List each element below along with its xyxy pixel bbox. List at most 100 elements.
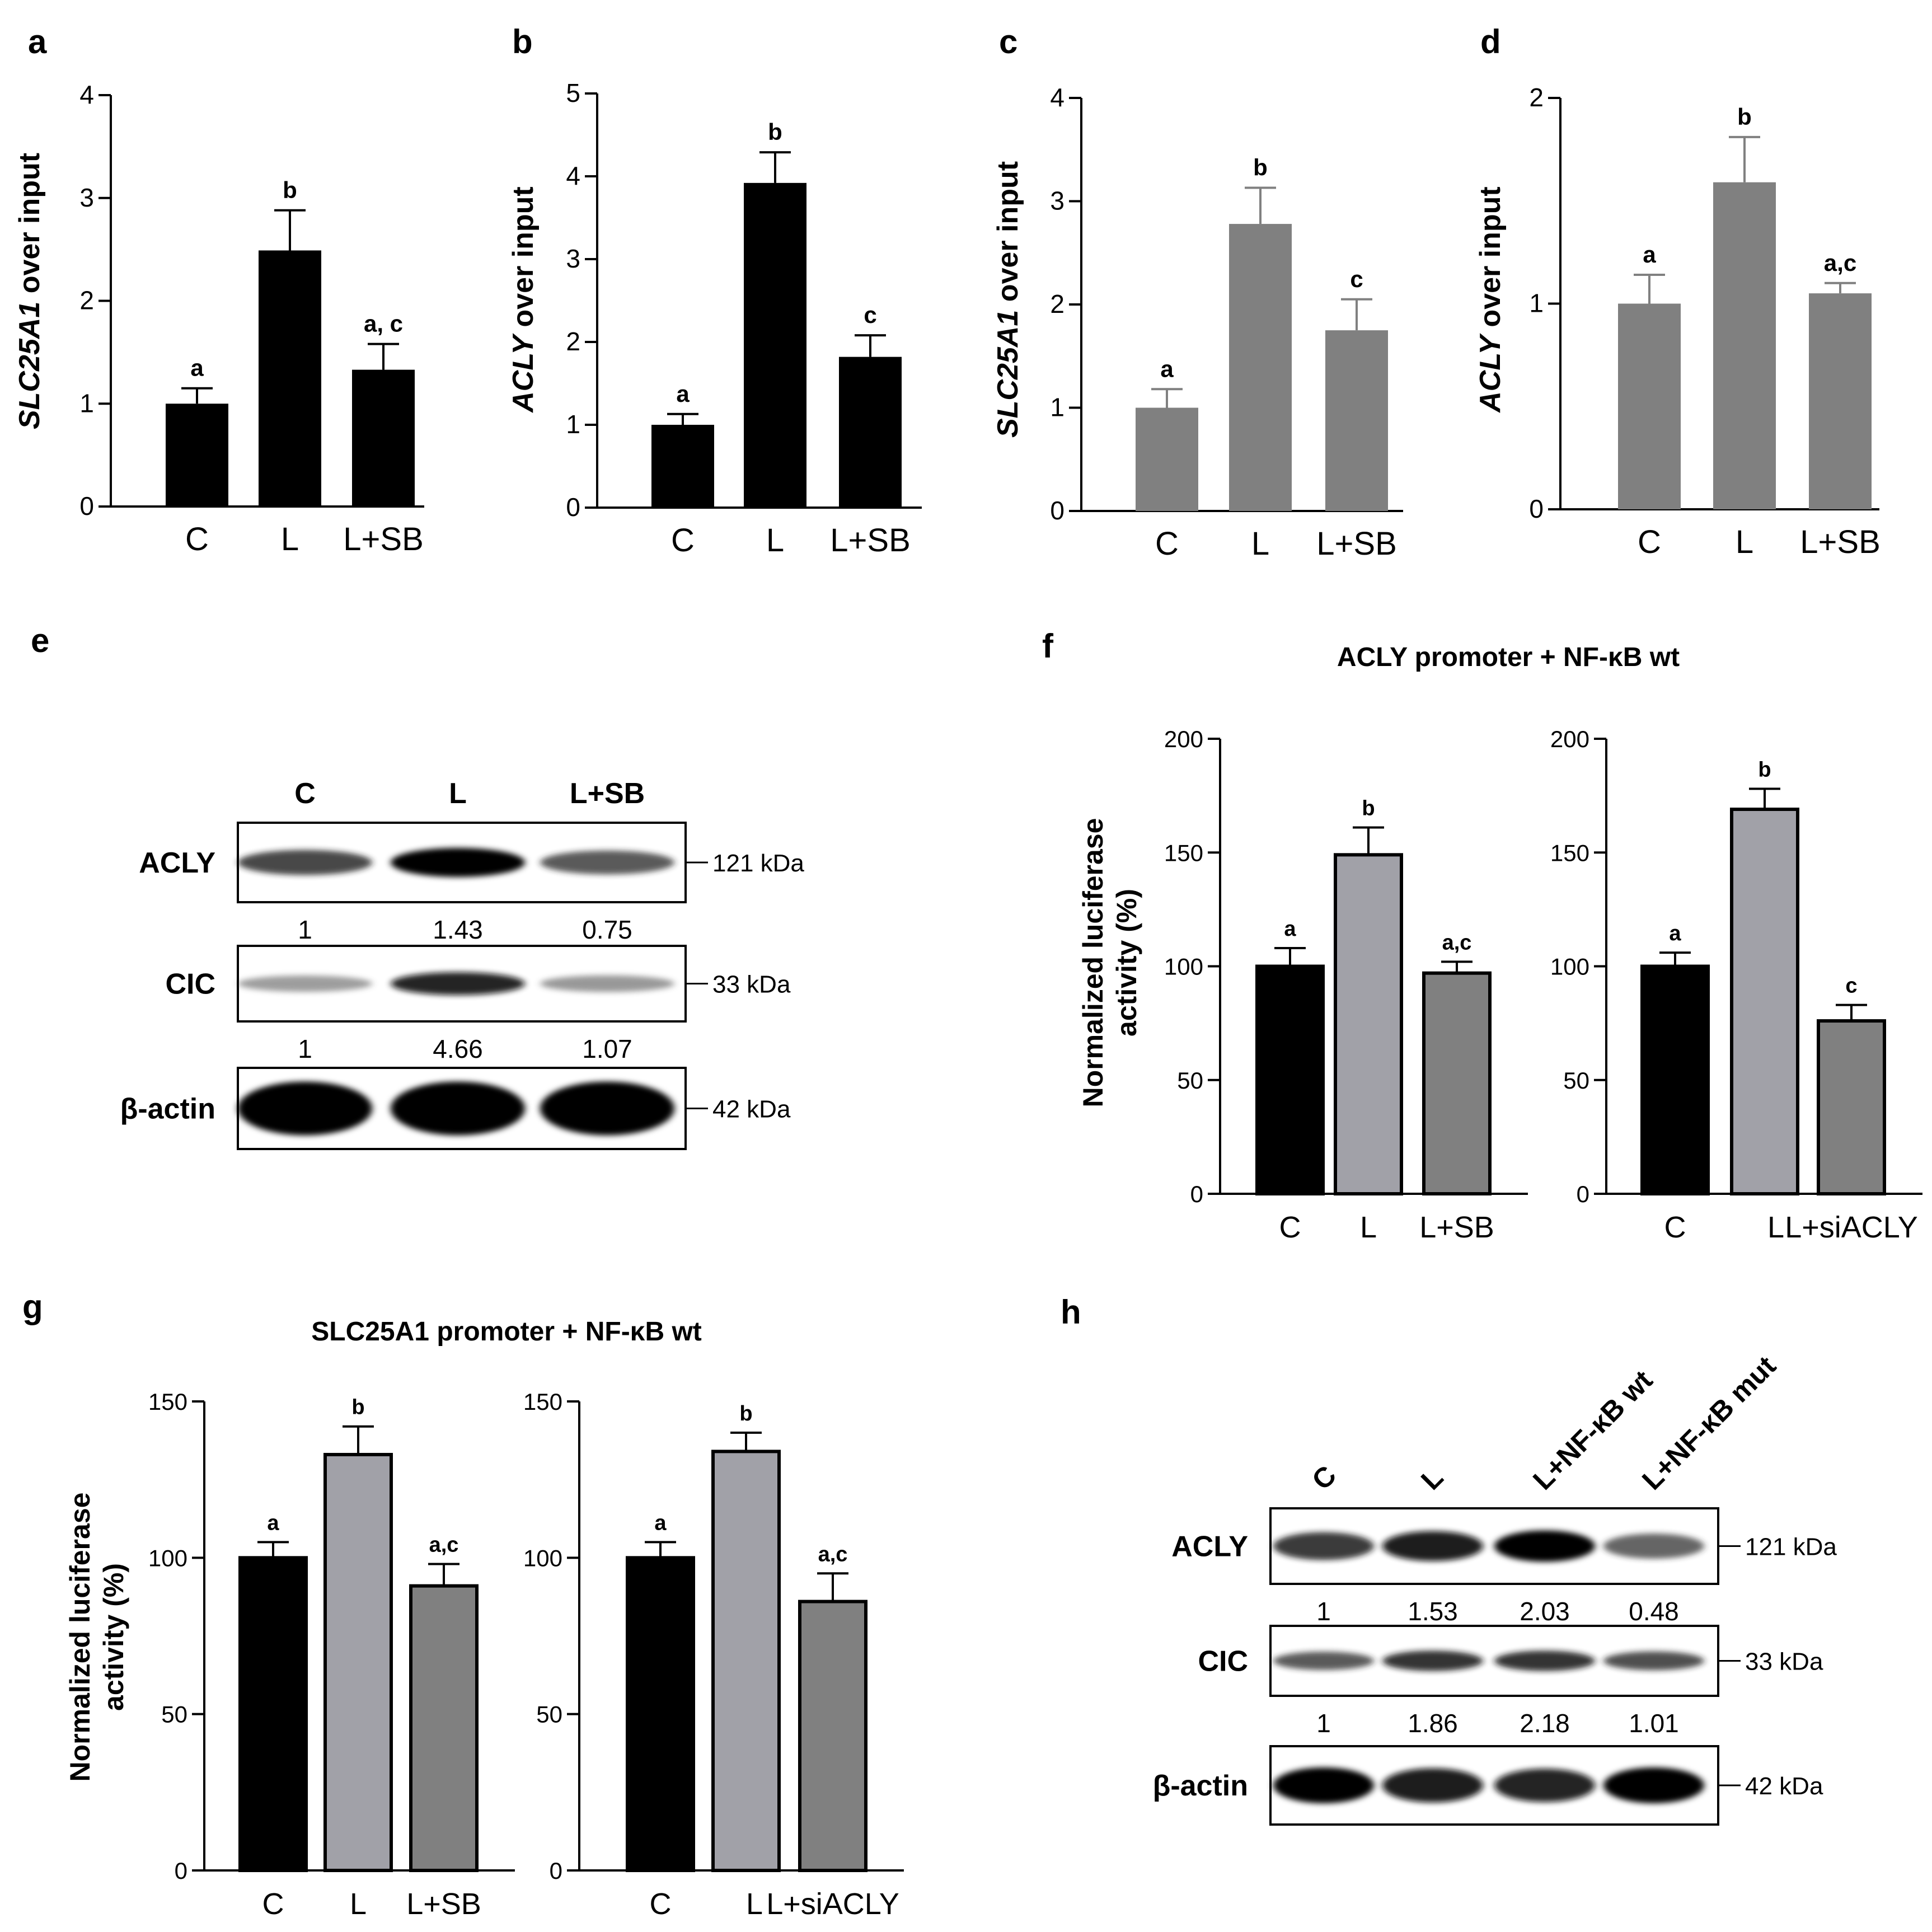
significance-letter: a (1669, 922, 1681, 945)
x-category-label: C (1279, 1211, 1301, 1244)
significance-letter: b (1737, 104, 1752, 130)
y-tick-label: 3 (566, 244, 580, 273)
lane-label: C (294, 777, 316, 810)
y-tick-label: 150 (1550, 840, 1589, 866)
y-tick-label: 0 (550, 1858, 562, 1884)
y-tick-label: 0 (1050, 496, 1065, 525)
y-tick-label: 100 (1550, 954, 1589, 980)
protein-band (1494, 1769, 1595, 1802)
y-axis-label: Normalized luciferaseactivity (%) (64, 1493, 129, 1782)
y-axis-label-line1: Normalized luciferase (64, 1493, 96, 1782)
y-tick-label: 1 (1529, 289, 1544, 318)
bar (1809, 293, 1872, 509)
protein-band (1494, 1530, 1595, 1562)
protein-band (1603, 1651, 1704, 1671)
y-axis-label-suffix: over input (1474, 186, 1507, 335)
y-axis-label: Normalized luciferaseactivity (%) (1077, 818, 1142, 1108)
protein-band (238, 850, 372, 875)
significance-letter: a,c (1442, 931, 1472, 954)
y-tick-label: 2 (1050, 289, 1065, 318)
bar (238, 1556, 308, 1872)
bar (323, 1452, 393, 1873)
y-tick-label: 100 (523, 1545, 562, 1571)
y-tick-label: 5 (566, 78, 580, 107)
protein-band (540, 1081, 674, 1136)
bar (744, 182, 806, 508)
significance-letter: a (1643, 241, 1656, 268)
x-category-label: C (1664, 1211, 1686, 1244)
chart-g-left: 0 50 100 150 a Cb La,c L+SB Normalized luciferas… (64, 1389, 515, 1921)
band-quantification: 4.66 (433, 1034, 483, 1063)
band-quantification: 0.75 (582, 915, 632, 944)
protein-band (391, 848, 525, 877)
x-category-label: L (1360, 1211, 1377, 1244)
bar (1618, 303, 1681, 509)
y-axis-label-gene: ACLY (1474, 333, 1507, 414)
y-axis-label-line2: activity (%) (98, 1563, 129, 1711)
y-tick-label: 2 (566, 327, 580, 356)
significance-letter: a,c (429, 1534, 459, 1557)
y-tick-label: 150 (523, 1389, 562, 1415)
y-axis-label: SLC25A1 over input (13, 153, 46, 429)
protein-label: β-actin (1153, 1770, 1248, 1802)
bar (1325, 330, 1388, 511)
significance-letter: a (190, 355, 204, 381)
significance-letter: b (283, 177, 297, 203)
band-quantification: 1 (1316, 1709, 1331, 1738)
mw-marker-label: 42 kDa (1745, 1772, 1823, 1800)
protein-band (391, 972, 525, 996)
significance-letter: a (1284, 917, 1296, 941)
bar (711, 1450, 781, 1873)
x-category-label: C (262, 1887, 284, 1921)
protein-label: β-actin (120, 1093, 215, 1126)
x-category-label: C (671, 522, 695, 559)
band-quantification: 1 (298, 1034, 312, 1063)
protein-band (391, 1081, 525, 1136)
panel-label-g: g (22, 1288, 43, 1325)
band-quantification: 1.07 (582, 1034, 632, 1063)
significance-letter: b (739, 1402, 752, 1425)
y-tick-label: 3 (1050, 186, 1065, 215)
y-tick-label: 100 (148, 1545, 187, 1571)
y-tick-label: 50 (1177, 1067, 1203, 1094)
bar (1334, 853, 1403, 1195)
bar (1422, 971, 1492, 1195)
protein-band (540, 975, 674, 992)
y-tick-label: 0 (566, 493, 580, 522)
x-category-label: L+siACLY (1785, 1211, 1918, 1244)
x-category-label: L (746, 1887, 763, 1921)
y-axis-label-line2: activity (%) (1111, 889, 1142, 1037)
panel-label-e: e (31, 622, 49, 659)
x-category-label: C (1155, 526, 1179, 562)
significance-letter: a (267, 1511, 279, 1535)
y-tick-label: 50 (1563, 1067, 1589, 1094)
chart-b: 0 1 2 3 4 5 a Cb Lc L+SB ACLY over input (507, 78, 922, 559)
panel-label-f: f (1042, 627, 1054, 665)
lane-label: L (1415, 1462, 1449, 1496)
y-tick-label: 0 (79, 491, 94, 520)
mw-marker-label: 121 kDa (1745, 1534, 1837, 1561)
chart-g-right: 0 50 100 150 a Cb La,c L+siACLY (523, 1389, 904, 1921)
y-tick-label: 2 (1529, 83, 1544, 112)
y-tick-label: 200 (1164, 726, 1203, 752)
bar (1713, 182, 1776, 509)
significance-letter: b (768, 119, 782, 145)
y-tick-label: 4 (79, 80, 94, 109)
y-axis-label-gene: SLC25A1 (992, 310, 1024, 438)
bar (626, 1556, 695, 1872)
protein-label: ACLY (1171, 1531, 1248, 1563)
bar (166, 404, 228, 507)
y-tick-label: 150 (1164, 840, 1203, 866)
bar (839, 357, 902, 508)
x-category-label: L (350, 1887, 367, 1921)
bar (1730, 808, 1799, 1195)
significance-letter: a (654, 1511, 667, 1535)
x-category-label: L (1251, 526, 1269, 562)
protein-label: CIC (165, 968, 215, 1001)
title-g: SLC25A1 promoter + NF-κB wt (311, 1317, 702, 1347)
protein-band (1603, 1534, 1704, 1559)
panel-label-h: h (1061, 1293, 1081, 1331)
band-quantification: 1.01 (1629, 1709, 1679, 1738)
x-category-label: L+SB (1800, 524, 1881, 560)
